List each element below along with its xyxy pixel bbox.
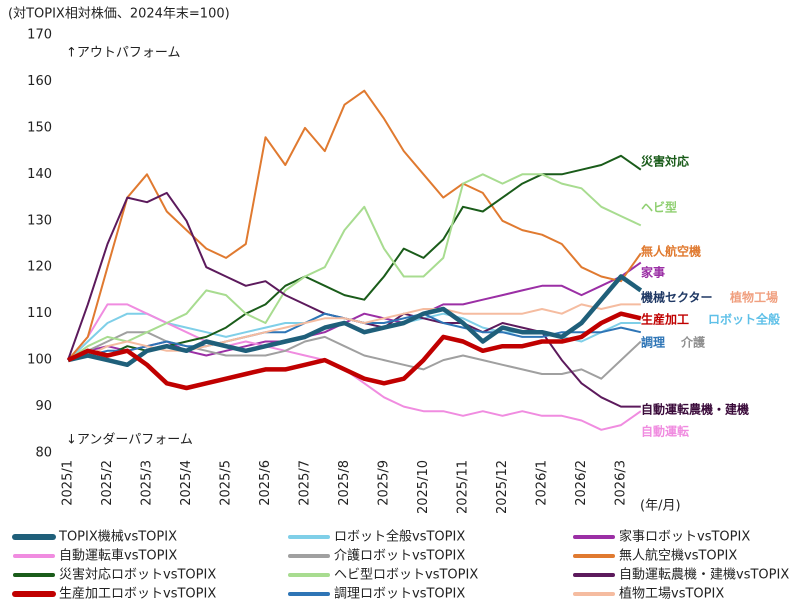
x-tick-label: 2025/8 <box>337 460 352 506</box>
annotation: ↓アンダーパフォーム <box>66 433 193 448</box>
series-label: 生産加工 <box>641 312 689 327</box>
series-label: 自動運転農機・建機 <box>641 402 749 417</box>
series-line <box>67 303 642 431</box>
y-tick-label: 160 <box>27 74 52 89</box>
series-line <box>67 173 642 361</box>
legend-label: 無人航空機vsTOPIX <box>619 548 737 564</box>
x-tick-label: 2026/3 <box>614 460 629 506</box>
series-label: 機械セクター <box>641 290 713 305</box>
legend-label: 介護ロボットvsTOPIX <box>334 548 465 564</box>
y-tick-label: 170 <box>27 28 52 43</box>
x-tick-label: 2025/6 <box>258 460 273 506</box>
annotation: ↑アウトパフォーム <box>66 46 181 61</box>
y-tick-label: 130 <box>27 213 52 228</box>
x-tick-label: 2025/12 <box>495 460 510 514</box>
series-label: ヘビ型 <box>641 200 677 215</box>
legend-label: TOPIX機械vsTOPIX <box>58 530 177 545</box>
legend-label: ヘビ型ロボットvsTOPIX <box>334 568 478 583</box>
x-tick-label: 2025/9 <box>377 460 392 506</box>
series-label: 災害対応 <box>641 154 689 169</box>
x-tick-label: 2025/7 <box>298 460 313 506</box>
series-label: 調理 <box>641 335 665 350</box>
x-tick-label: 2025/4 <box>179 460 194 506</box>
legend-label: 災害対応ロボットvsTOPIX <box>59 567 216 583</box>
series-line <box>67 274 643 368</box>
series-label: 家事 <box>641 265 665 280</box>
x-tick-label: 2025/3 <box>140 460 155 506</box>
x-tick-label: 2026/1 <box>535 460 550 506</box>
series-line <box>67 331 642 380</box>
x-tick-label: 2025/1 <box>61 460 76 506</box>
series-line <box>67 89 642 361</box>
y-tick-label: 140 <box>27 167 52 182</box>
series-label: 介護 <box>680 335 706 350</box>
legend-label: 植物工場vsTOPIX <box>619 587 724 602</box>
legend-label: ロボット全般vsTOPIX <box>334 529 465 545</box>
series-label: 自動運転 <box>641 424 689 439</box>
x-tick-label: 2026/2 <box>574 460 589 506</box>
legend-label: 自動運転車vsTOPIX <box>59 549 177 564</box>
y-tick-label: 120 <box>27 260 52 275</box>
x-tick-label: 2025/10 <box>416 460 431 514</box>
y-tick-label: 100 <box>27 353 52 368</box>
legend-label: 調理ロボットvsTOPIX <box>334 587 465 602</box>
y-tick-label: 150 <box>27 120 52 135</box>
y-tick-label: 80 <box>35 446 52 461</box>
series-label: 植物工場 <box>729 290 778 305</box>
y-tick-label: 110 <box>27 306 52 321</box>
series-line <box>67 303 641 362</box>
chart-title: (対TOPIX相対株価、2024年末=100) <box>8 7 230 22</box>
series-line <box>67 311 642 391</box>
x-tick-label: 2025/11 <box>456 460 471 514</box>
x-tick-label: 2025/5 <box>219 460 234 506</box>
x-axis-label: (年/月) <box>640 499 681 514</box>
legend-label: 家事ロボットvsTOPIX <box>619 529 750 545</box>
y-tick-label: 90 <box>35 399 52 414</box>
legend-label: 生産加工ロボットvsTOPIX <box>59 586 216 602</box>
x-tick-label: 2025/2 <box>100 460 115 506</box>
series-label: 無人航空機 <box>641 244 701 259</box>
series-label: ロボット全般 <box>708 312 780 327</box>
legend-label: 自動運転農機・建機vsTOPIX <box>619 568 789 583</box>
